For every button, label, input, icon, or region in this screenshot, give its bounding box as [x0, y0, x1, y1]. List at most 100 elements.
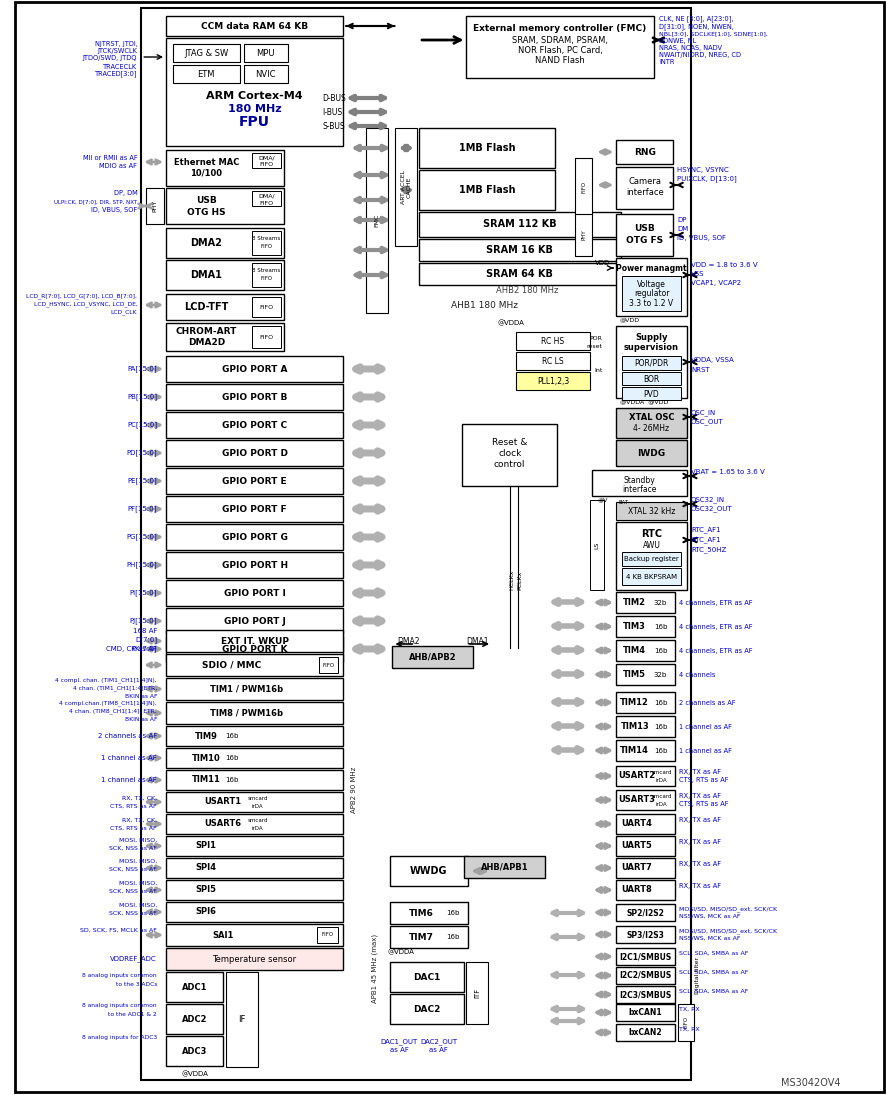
Text: USART1: USART1	[205, 797, 242, 807]
Text: reset: reset	[587, 344, 602, 348]
Bar	[616, 967, 675, 984]
Text: IWDG: IWDG	[638, 449, 665, 458]
Text: SRAM 16 KB: SRAM 16 KB	[486, 245, 553, 255]
Text: SPI6: SPI6	[196, 908, 217, 917]
Text: smcard: smcard	[247, 818, 268, 823]
Bar	[166, 748, 343, 768]
Bar	[616, 880, 675, 900]
Text: HSYNC, VSYNC: HSYNC, VSYNC	[677, 168, 729, 173]
Bar	[173, 44, 240, 62]
Text: 32b: 32b	[654, 671, 667, 678]
Text: 8 Streams: 8 Streams	[253, 267, 281, 273]
Text: TRACED[3:0]: TRACED[3:0]	[95, 70, 137, 78]
Bar	[166, 260, 284, 290]
Bar	[252, 231, 281, 255]
Bar	[616, 692, 675, 713]
Text: RC LS: RC LS	[542, 357, 563, 366]
Bar	[166, 924, 343, 946]
Text: DMA2: DMA2	[398, 636, 420, 645]
Text: FIFO: FIFO	[323, 662, 335, 668]
Bar	[622, 568, 681, 585]
Bar	[166, 580, 343, 606]
Text: DMA1: DMA1	[466, 636, 489, 645]
Text: FMC: FMC	[374, 214, 379, 227]
Text: OSC32_IN: OSC32_IN	[691, 497, 725, 504]
Text: TIM8 / PWM16b: TIM8 / PWM16b	[210, 708, 284, 717]
Bar	[166, 1004, 223, 1034]
Bar	[466, 16, 654, 78]
Text: NSS/WS, MCK as AF: NSS/WS, MCK as AF	[680, 935, 741, 941]
Text: Int: Int	[594, 368, 602, 372]
Text: MII or RMII as AF: MII or RMII as AF	[82, 155, 137, 161]
Text: interface: interface	[626, 187, 664, 196]
Bar	[173, 65, 240, 83]
Text: PHY: PHY	[581, 230, 586, 240]
Text: to the 3 ADCs: to the 3 ADCs	[116, 981, 157, 987]
Text: OSC_OUT: OSC_OUT	[691, 418, 724, 425]
Text: MS3042OV4: MS3042OV4	[781, 1077, 841, 1088]
Text: ID, VBUS, SOF: ID, VBUS, SOF	[91, 207, 137, 214]
Text: FIFO: FIFO	[260, 304, 274, 310]
Text: NRST: NRST	[691, 367, 710, 373]
Text: @VDD: @VDD	[620, 318, 641, 323]
Text: AHB2 180 MHz: AHB2 180 MHz	[496, 286, 558, 295]
Bar	[616, 858, 675, 878]
Text: bxCAN2: bxCAN2	[629, 1028, 663, 1037]
Bar	[464, 856, 545, 878]
Bar	[616, 740, 675, 761]
Text: USART2: USART2	[618, 772, 656, 781]
Text: DMA2D: DMA2D	[188, 337, 225, 346]
Bar	[616, 1024, 675, 1041]
Text: TIM13: TIM13	[620, 722, 649, 731]
Text: irDA: irDA	[252, 805, 263, 809]
Text: 16b: 16b	[654, 700, 667, 705]
Text: BKIN as AF: BKIN as AF	[125, 716, 157, 722]
Bar	[390, 856, 469, 886]
Text: SCK, NSS as AF: SCK, NSS as AF	[109, 866, 157, 872]
Text: XTAL OSC: XTAL OSC	[629, 413, 674, 422]
Text: GPIO PORT E: GPIO PORT E	[222, 476, 287, 485]
Bar	[252, 153, 281, 168]
Text: USART3: USART3	[618, 795, 656, 805]
Text: PVD: PVD	[643, 390, 659, 399]
Text: SDNWE, NL: SDNWE, NL	[659, 38, 696, 44]
Text: 180 MHz: 180 MHz	[228, 104, 282, 114]
Text: 4 channels: 4 channels	[680, 671, 716, 678]
Bar	[616, 440, 687, 466]
Text: ADC3: ADC3	[182, 1047, 207, 1056]
Text: USB: USB	[634, 223, 655, 232]
Bar	[419, 239, 621, 261]
Text: @VDDA: @VDDA	[181, 1071, 208, 1077]
Text: I-BUS: I-BUS	[323, 107, 343, 116]
Bar	[166, 552, 343, 578]
Text: Backup register: Backup register	[624, 556, 679, 562]
Text: Temperature sensor: Temperature sensor	[213, 955, 297, 964]
Bar	[392, 310, 410, 670]
Text: 168 AF: 168 AF	[133, 629, 157, 634]
Text: JTDO/SWD, JTDQ: JTDO/SWD, JTDQ	[83, 55, 137, 61]
Bar	[616, 326, 687, 397]
Bar	[141, 8, 691, 1080]
Text: CHROM-ART: CHROM-ART	[175, 326, 237, 335]
Text: OSC_IN: OSC_IN	[691, 410, 716, 416]
Bar	[166, 972, 223, 1002]
Text: 4 compl.chan.(TIM8_CH1[1:4]N),: 4 compl.chan.(TIM8_CH1[1:4]N),	[59, 700, 157, 706]
Text: EXT IT. WKUP: EXT IT. WKUP	[221, 636, 289, 645]
Bar	[616, 258, 687, 316]
Text: irDA: irDA	[656, 802, 667, 807]
Bar	[166, 726, 343, 746]
Bar	[252, 326, 281, 348]
Bar	[166, 770, 343, 789]
Text: PE[15:0]: PE[15:0]	[128, 477, 157, 484]
Text: FIFO: FIFO	[683, 1016, 688, 1028]
Text: RTC_50HZ: RTC_50HZ	[691, 546, 727, 553]
Bar	[166, 496, 343, 522]
Text: 10/100: 10/100	[190, 169, 222, 177]
Text: 16b: 16b	[225, 733, 238, 739]
Bar	[616, 522, 687, 590]
Text: UART4: UART4	[621, 819, 652, 829]
Text: FIFO: FIFO	[260, 276, 273, 280]
Text: as AF: as AF	[430, 1047, 448, 1053]
Text: I2C1/SMBUS: I2C1/SMBUS	[619, 952, 672, 961]
Text: SCL, SDA, SMBA as AF: SCL, SDA, SMBA as AF	[680, 969, 749, 975]
